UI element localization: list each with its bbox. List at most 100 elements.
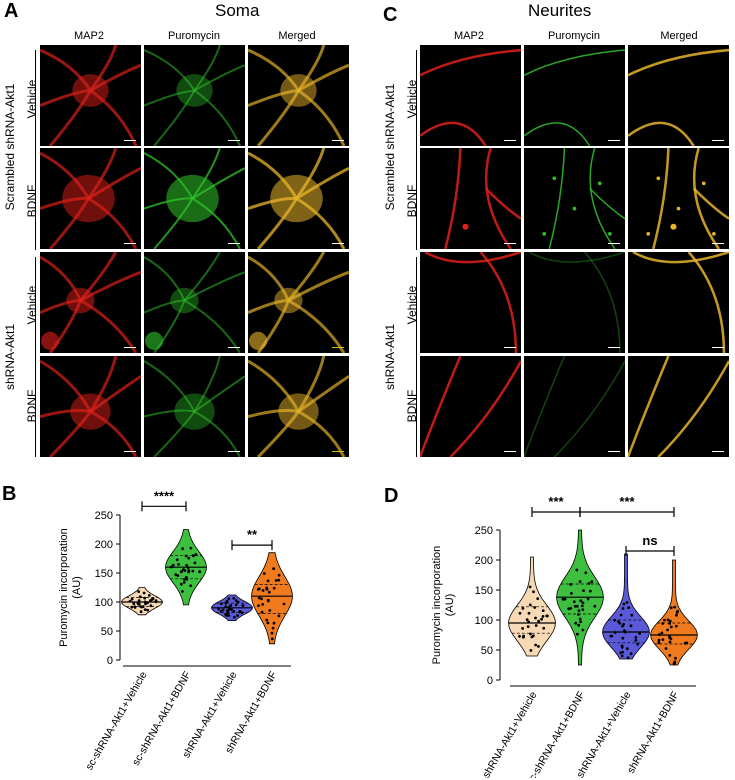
- data-point: [219, 602, 223, 606]
- data-point: [666, 628, 669, 632]
- significance-bracket: ****: [141, 488, 187, 512]
- y-axis-label: Puromycin incorporation(AU): [58, 528, 83, 647]
- data-point: [668, 640, 672, 644]
- data-point: [627, 606, 630, 609]
- scale-bar: [712, 346, 724, 348]
- c-row4-label: BDNF: [405, 389, 419, 423]
- data-point: [226, 611, 230, 615]
- data-point: [227, 608, 231, 611]
- data-point: [240, 611, 244, 615]
- violin-body: [650, 559, 698, 666]
- violin-body: [602, 553, 650, 660]
- data-point: [536, 597, 540, 600]
- data-point: [534, 616, 537, 620]
- data-point: [528, 603, 532, 607]
- data-point: [261, 589, 265, 592]
- data-point: [130, 597, 134, 601]
- data-point: [657, 633, 661, 637]
- soma-image-r2-puromycin: [144, 148, 245, 249]
- a-group1-label: Scrambled shRNA-Akt1: [3, 83, 17, 211]
- data-point: [137, 590, 141, 593]
- neurite-image-r3-merged: [628, 252, 729, 353]
- y-tick-label: 0: [107, 655, 113, 667]
- violin-chart-d: 0 50 100 150 200 250 Puromycin incorporation(A…: [431, 494, 698, 778]
- data-point: [187, 556, 191, 560]
- data-point: [574, 621, 578, 625]
- data-point: [171, 563, 175, 567]
- data-point: [575, 568, 579, 572]
- data-point: [625, 601, 629, 604]
- significance-bracket: ns: [625, 533, 675, 556]
- data-point: [577, 609, 581, 613]
- data-point: [224, 601, 228, 605]
- data-point: [579, 599, 583, 603]
- data-point: [260, 597, 263, 601]
- data-point: [229, 604, 233, 607]
- scale-bar: [608, 346, 620, 348]
- data-point: [669, 625, 673, 629]
- data-point: [234, 599, 238, 602]
- data-point: [233, 615, 236, 619]
- data-point: [272, 586, 276, 590]
- neurite-image-r4-merged: [628, 356, 729, 457]
- data-point: [581, 628, 585, 632]
- a-row3-label: Vehicle: [25, 285, 39, 325]
- data-point: [282, 602, 286, 606]
- a-group2-label: shRNA-Akt1: [3, 323, 17, 391]
- y-tick-label: 150: [475, 585, 493, 597]
- data-point: [230, 608, 233, 611]
- significance-label: ***: [548, 494, 564, 509]
- a-col-puromycin: Puromycin: [168, 30, 220, 42]
- data-point: [227, 614, 231, 617]
- significance-label: **: [247, 527, 258, 542]
- soma-image-r1-puromycin: [144, 45, 245, 146]
- data-point: [636, 642, 639, 646]
- data-point: [262, 572, 266, 575]
- data-point: [265, 586, 268, 590]
- data-point: [673, 605, 677, 609]
- data-point: [577, 613, 580, 616]
- data-point: [657, 638, 661, 642]
- y-tick-label: 50: [481, 645, 493, 657]
- neurite-image-r4-puromycin: [524, 356, 625, 457]
- data-point: [176, 574, 180, 577]
- data-point: [193, 561, 197, 565]
- violin-4: [650, 559, 698, 666]
- data-point: [236, 614, 239, 617]
- soma-image-r4-map2: [40, 356, 141, 457]
- y-tick-label: 50: [101, 626, 113, 638]
- data-point: [664, 647, 668, 650]
- data-point: [185, 577, 189, 581]
- data-point: [661, 638, 665, 641]
- data-point: [271, 626, 275, 630]
- data-point: [675, 613, 678, 617]
- data-point: [663, 618, 666, 622]
- data-point: [529, 632, 532, 636]
- data-point: [224, 605, 228, 609]
- data-point: [277, 614, 281, 618]
- data-point: [192, 554, 195, 558]
- data-point: [613, 631, 617, 634]
- data-point: [570, 592, 573, 595]
- data-point: [541, 609, 545, 612]
- scale-bar: [332, 450, 344, 452]
- data-point: [219, 609, 223, 613]
- data-point: [266, 621, 270, 625]
- data-point: [257, 604, 260, 607]
- neurite-image-r2-puromycin: [524, 148, 625, 249]
- data-point: [189, 584, 193, 588]
- scale-bar: [712, 450, 724, 452]
- data-point: [257, 587, 260, 591]
- scale-bar: [504, 139, 516, 141]
- data-point: [593, 604, 597, 608]
- data-point: [668, 622, 671, 625]
- data-point: [567, 607, 571, 611]
- data-point: [227, 597, 231, 601]
- data-point: [217, 607, 221, 611]
- scale-bar: [504, 346, 516, 348]
- data-point: [526, 625, 530, 628]
- data-point: [584, 571, 588, 575]
- data-point: [270, 631, 274, 635]
- data-point: [177, 563, 181, 566]
- data-point: [586, 597, 590, 601]
